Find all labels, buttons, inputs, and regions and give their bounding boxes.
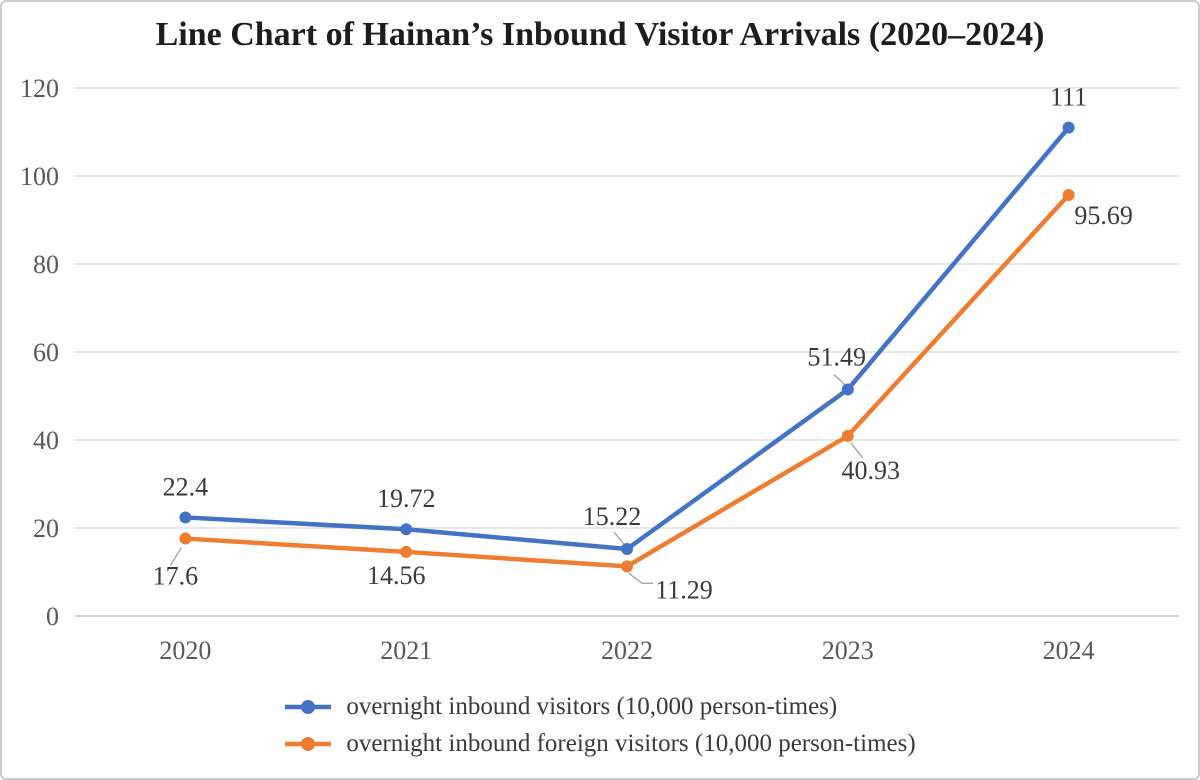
- legend-item-overnight-inbound-foreign-visitors: overnight inbound foreign visitors (10,0…: [284, 727, 916, 761]
- x-axis-tick-label: 2023: [822, 636, 874, 665]
- x-axis-tick-label: 2021: [380, 636, 432, 665]
- data-point-marker: [1062, 188, 1075, 201]
- data-point-label: 17.6: [153, 562, 199, 591]
- data-point-marker: [400, 523, 413, 536]
- line-chart-plot: 0 20 40 60 80 100 120 2020 2021 2022 2023 2024 22.4 1…: [20, 74, 1179, 665]
- y-axis-tick-label: 0: [46, 602, 59, 631]
- legend-label-overnight-inbound-visitors: overnight inbound visitors (10,000 perso…: [346, 693, 838, 720]
- data-point-label: 19.72: [377, 484, 436, 513]
- legend-line-marker-icon: [285, 700, 332, 714]
- y-axis-tick-label: 60: [33, 338, 59, 367]
- data-point-marker: [179, 532, 192, 545]
- y-axis-tick-label: 80: [33, 250, 59, 279]
- x-axis-tick-label: 2022: [601, 636, 653, 665]
- chart-title: Line Chart of Hainan’s Inbound Visitor A…: [155, 16, 1045, 53]
- label-leader-line: [833, 373, 847, 386]
- y-axis-tick-label: 100: [20, 162, 59, 191]
- label-leader-line: [628, 572, 653, 585]
- legend-line-marker-icon: [285, 737, 332, 751]
- label-leader-line: [169, 547, 182, 566]
- chart-legend: overnight inbound visitors (10,000 perso…: [2, 690, 1198, 761]
- data-point-marker: [621, 560, 633, 573]
- x-axis-tick-label: 2024: [1043, 636, 1095, 665]
- data-point-label: 15.22: [583, 502, 642, 531]
- data-point-label: 14.56: [367, 561, 426, 590]
- y-axis-tick-label: 20: [33, 514, 59, 543]
- legend-items: overnight inbound visitors (10,000 perso…: [284, 690, 916, 761]
- data-point-label: 22.4: [163, 472, 209, 501]
- y-axis-tick-label: 120: [20, 74, 59, 103]
- legend-label-overnight-inbound-foreign-visitors: overnight inbound foreign visitors (10,0…: [346, 730, 916, 757]
- data-point-marker: [621, 543, 633, 556]
- data-point-label: 95.69: [1074, 201, 1133, 230]
- data-point-label: 111: [1050, 83, 1087, 112]
- legend-item-overnight-inbound-visitors: overnight inbound visitors (10,000 perso…: [284, 690, 837, 724]
- label-leader-line: [850, 442, 864, 459]
- data-point-label: 11.29: [655, 575, 713, 604]
- y-axis-tick-label: 40: [33, 426, 59, 455]
- x-axis-tick-label: 2020: [159, 636, 211, 665]
- data-point-marker: [179, 511, 192, 524]
- data-point-marker: [841, 429, 854, 442]
- data-point-label: 51.49: [808, 342, 867, 371]
- label-leader-line: [613, 531, 625, 545]
- data-point-marker: [1062, 121, 1075, 134]
- data-point-marker: [841, 383, 854, 396]
- data-point-marker: [400, 545, 413, 558]
- data-point-label: 40.93: [842, 456, 901, 485]
